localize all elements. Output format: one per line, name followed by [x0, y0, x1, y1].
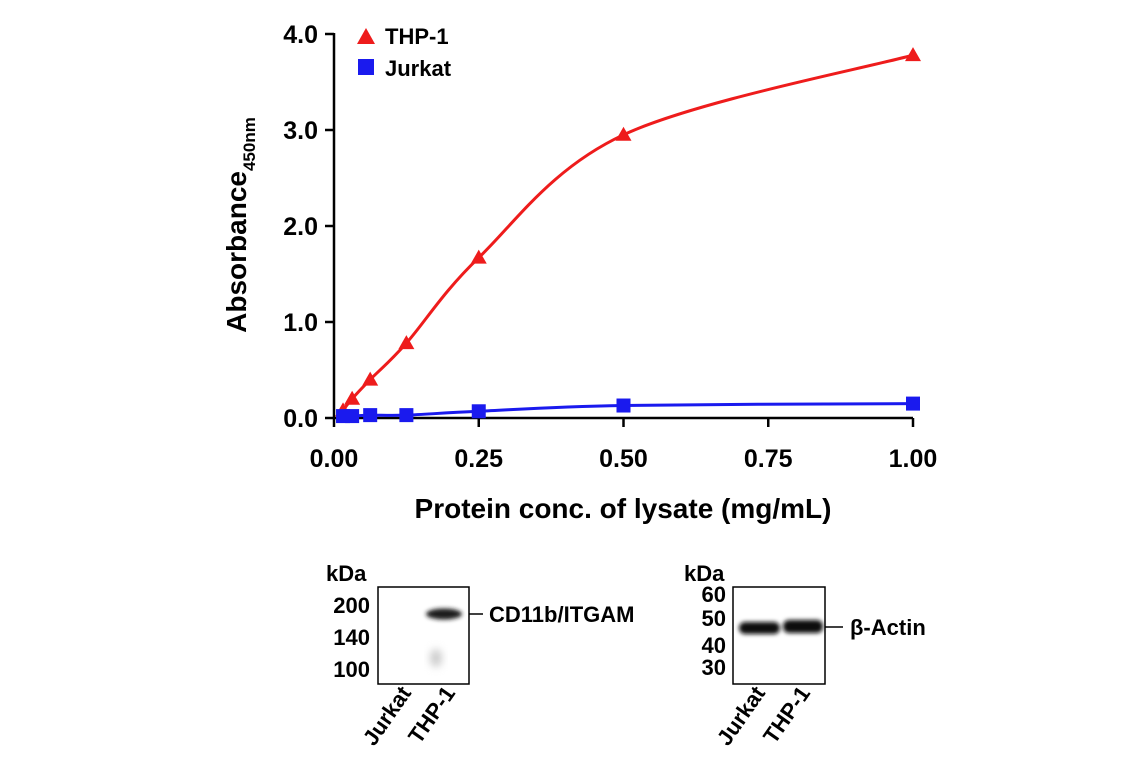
y-tick-group: 0.0 1.0 2.0 3.0 4.0	[283, 21, 334, 433]
y-tick-label: 3.0	[283, 117, 318, 145]
blot2-marker-30: 30	[702, 655, 726, 680]
blot2-marker-50: 50	[702, 606, 726, 631]
data-point-thp1	[905, 47, 921, 62]
data-point-jurkat	[363, 408, 378, 423]
blot2-membrane	[732, 586, 826, 685]
x-tick-label: 0.50	[599, 445, 648, 473]
blot1-membrane	[377, 586, 470, 685]
blot1-marker-140: 140	[333, 625, 370, 650]
data-point-thp1	[398, 335, 415, 350]
blot2-kda-label: kDa	[684, 561, 725, 586]
y-tick-label: 0.0	[283, 405, 318, 433]
legend-label-thp1: THP-1	[385, 24, 449, 49]
blot2-marker-40: 40	[702, 633, 726, 658]
western-blot-actin: kDa 60 50 40 30 β-Actin Jurkat THP-1	[684, 561, 926, 750]
blot1-smear-thp1	[430, 649, 442, 667]
x-tick-group: 0.00 0.25 0.50 0.75 1.00	[310, 418, 938, 473]
blot2-band-thp1	[783, 620, 823, 633]
x-tick-label: 0.75	[744, 445, 793, 473]
western-blot-cd11b: kDa 200 140 100 CD11b/ITGAM Jurkat THP-1	[326, 561, 634, 750]
series-layer	[335, 47, 921, 424]
data-point-thp1	[344, 390, 361, 405]
blot2-marker-60: 60	[702, 582, 726, 607]
blot1-band-label: CD11b/ITGAM	[489, 602, 634, 627]
legend-item-thp1: THP-1	[357, 24, 449, 49]
data-point-thp1	[615, 126, 632, 141]
data-point-thp1	[362, 371, 379, 386]
blot2-band-jurkat	[739, 622, 780, 634]
x-tick-label: 0.25	[454, 445, 503, 473]
legend-triangle-marker	[357, 28, 375, 44]
data-point-thp1	[470, 249, 487, 264]
blot1-marker-200: 200	[333, 593, 370, 618]
blot1-marker-100: 100	[333, 657, 370, 682]
x-tick-label: 1.00	[889, 445, 938, 473]
blot1-lane-thp1: THP-1	[403, 682, 460, 748]
series-line-thp1	[341, 53, 914, 412]
data-point-jurkat	[345, 409, 360, 424]
data-point-jurkat	[906, 396, 920, 411]
legend-label-jurkat: Jurkat	[385, 56, 452, 81]
blot2-lane-thp1: THP-1	[758, 682, 815, 748]
x-axis-title: Protein conc. of lysate (mg/mL)	[415, 493, 832, 524]
blot2-lane-jurkat: Jurkat	[712, 681, 771, 750]
y-axis-title: Absorbance450nm	[221, 117, 259, 333]
chart-area: 0.0 1.0 2.0 3.0 4.0 0.00 0.25 0.50 0.75 1.00 Abs…	[221, 21, 937, 524]
data-point-jurkat	[471, 404, 486, 419]
y-tick-label: 1.0	[283, 309, 318, 337]
blot1-lane-jurkat: Jurkat	[358, 681, 417, 750]
blot2-band-label: β-Actin	[850, 615, 926, 640]
legend-square-marker	[358, 59, 374, 75]
blot1-band-thp1	[426, 608, 462, 620]
y-tick-label: 2.0	[283, 213, 318, 241]
data-point-jurkat	[616, 398, 631, 413]
legend: THP-1 Jurkat	[357, 24, 452, 81]
data-point-jurkat	[399, 408, 414, 423]
blot1-kda-label: kDa	[326, 561, 367, 586]
legend-item-jurkat: Jurkat	[358, 56, 452, 81]
x-tick-label: 0.00	[310, 445, 359, 473]
y-tick-label: 4.0	[283, 21, 318, 49]
